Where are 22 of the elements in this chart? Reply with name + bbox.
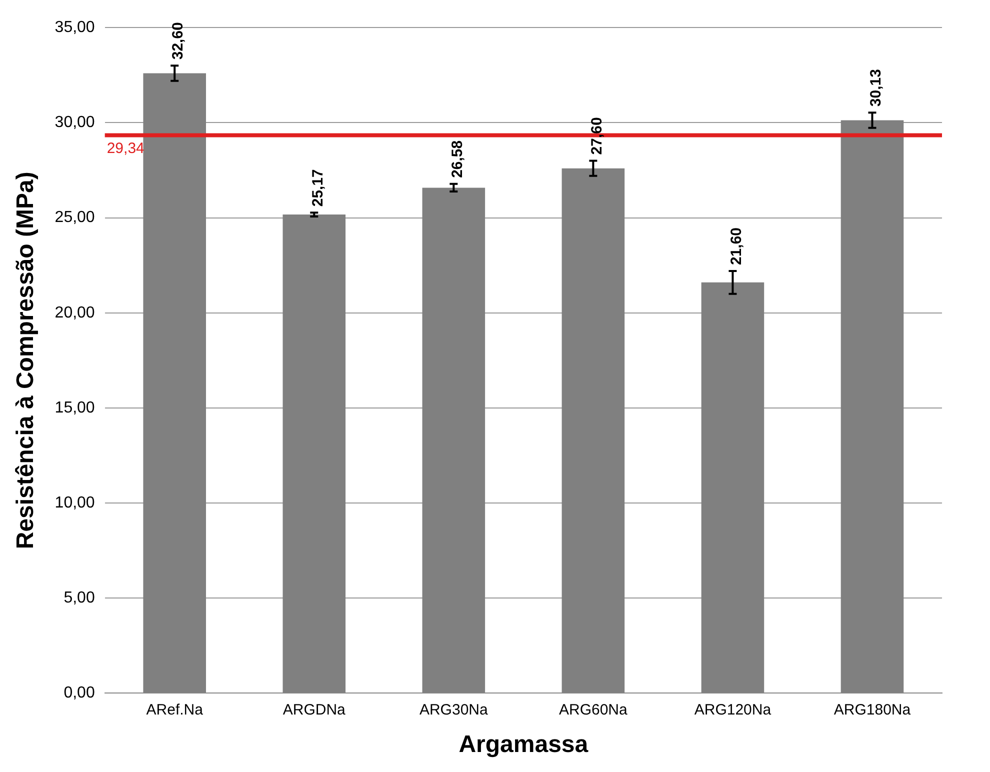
x-tick-label: ARG60Na xyxy=(558,701,628,718)
x-tick-label: ARG30Na xyxy=(419,701,488,718)
y-tick-label: 30,00 xyxy=(54,114,95,132)
y-tick-label: 25,00 xyxy=(54,209,95,226)
data-label: 21,60 xyxy=(728,227,745,266)
x-tick-label: ARG120Na xyxy=(694,701,772,718)
data-label: 26,58 xyxy=(448,140,466,178)
y-tick-label: 10,00 xyxy=(54,494,95,512)
data-label: 27,60 xyxy=(588,117,606,155)
x-tick-label: ARef.Na xyxy=(146,701,204,718)
y-tick-label: 5,00 xyxy=(64,590,95,607)
y-axis-title: Resistência à Compressão (MPa) xyxy=(12,172,40,550)
y-tick-label: 15,00 xyxy=(54,399,95,416)
x-axis-title: Argamassa xyxy=(458,731,589,758)
data-label: 32,60 xyxy=(170,22,187,60)
y-tick-label: 35,00 xyxy=(54,19,95,36)
x-tick-label: ARG180Na xyxy=(834,701,912,718)
y-tick-label: 20,00 xyxy=(54,304,95,322)
x-tick-label: ARGDNa xyxy=(282,701,346,718)
data-label: 30,13 xyxy=(867,69,884,107)
data-label: 25,17 xyxy=(309,169,326,207)
y-tick-label: 0,00 xyxy=(64,684,95,702)
